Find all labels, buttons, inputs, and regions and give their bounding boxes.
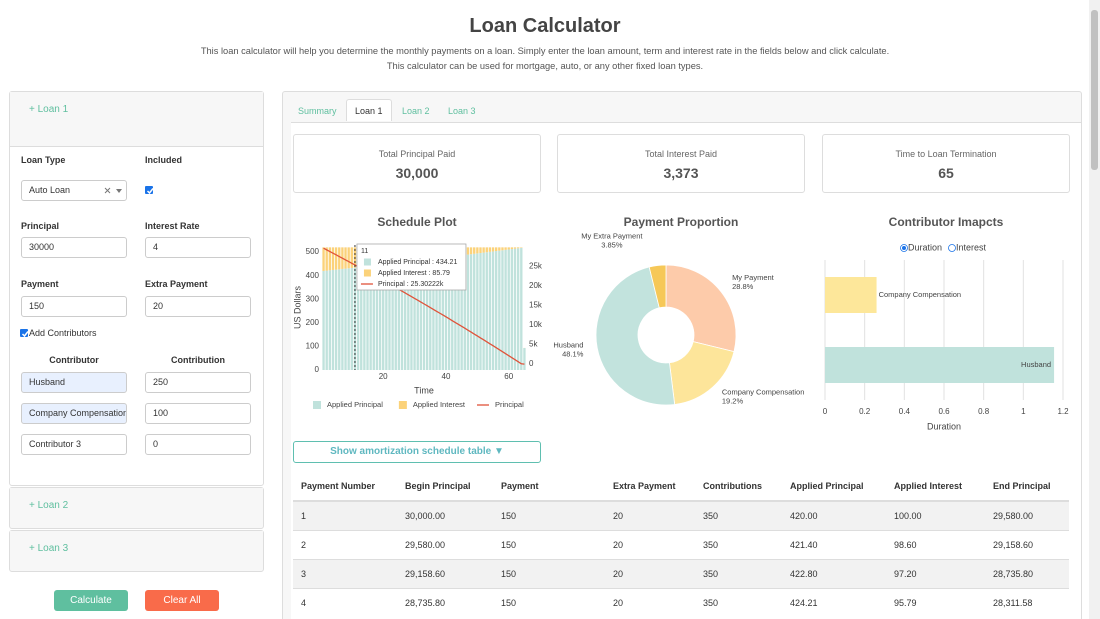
stat-value: 65 — [938, 165, 954, 181]
stat-label: Total Principal Paid — [378, 149, 456, 159]
table-cell: 100.00 — [886, 500, 985, 531]
table-cell: 30,000.00 — [397, 500, 493, 531]
table-row: 3 29,158.60 150 20 350 422.80 97.20 28,735.80 — [293, 559, 1069, 589]
table-cell: 29,580.00 — [397, 530, 493, 560]
tab[interactable]: Loan 2 — [402, 106, 430, 116]
label: Interest Rate — [145, 221, 200, 231]
input[interactable]: 30000 — [21, 237, 127, 258]
tab[interactable]: Loan 1 — [346, 99, 392, 121]
table-header: Payment — [493, 471, 605, 502]
stat-value: 30,000 — [395, 165, 439, 181]
stat-label: Total Interest Paid — [644, 149, 718, 159]
loan-panel[interactable]: + Loan 3 — [9, 530, 264, 572]
label: Loan Type — [21, 155, 66, 165]
table-cell: 97.20 — [886, 559, 985, 589]
checkbox[interactable] — [145, 186, 154, 195]
table-cell: 350 — [695, 530, 782, 560]
loan-panel-header[interactable]: + Loan 1 — [10, 92, 263, 147]
scrollbar-thumb[interactable] — [1091, 10, 1098, 170]
loan-panel[interactable]: + Loan 2 — [9, 487, 264, 529]
stat-card: Total Principal Paid 30,000 — [293, 134, 541, 193]
table-cell: 29,580.00 — [985, 500, 1069, 531]
table-row: 1 30,000.00 150 20 350 420.00 100.00 29,580.00 — [293, 500, 1069, 531]
table-cell: 2 — [293, 530, 397, 560]
table-cell: 29,158.60 — [397, 559, 493, 589]
table-row: 4 28,735.80 150 20 350 424.21 95.79 28,311.58 — [293, 588, 1069, 617]
table-cell: 150 — [493, 500, 605, 531]
table-cell: 150 — [493, 559, 605, 589]
table-cell: 98.60 — [886, 530, 985, 560]
description: This loan calculator will help you deter… — [200, 46, 890, 56]
table-header: Begin Principal — [397, 471, 493, 502]
table-cell: 422.80 — [782, 559, 886, 589]
stat-label: Time to Loan Termination — [895, 149, 997, 159]
table-cell: 20 — [605, 500, 695, 531]
input[interactable]: 0 — [145, 434, 251, 455]
calculate-button[interactable]: Calculate — [54, 590, 128, 611]
select-icons — [104, 187, 122, 194]
stat-card: Time to Loan Termination 65 — [822, 134, 1070, 193]
select-value: Auto Loan — [29, 185, 71, 195]
table-cell: 4 — [293, 588, 397, 617]
input[interactable]: Husband — [21, 372, 127, 393]
scrollbar[interactable] — [1089, 0, 1100, 619]
table-cell: 3 — [293, 559, 397, 589]
stat-value: 3,373 — [663, 165, 699, 181]
table-row: 2 29,580.00 150 20 350 421.40 98.60 29,158.60 — [293, 530, 1069, 560]
table-cell: 150 — [493, 530, 605, 560]
table-cell: 421.40 — [782, 530, 886, 560]
table-header: Payment Number — [293, 471, 397, 502]
label: Included — [145, 155, 183, 165]
checkbox-label: Add Contributors — [29, 328, 97, 338]
stat-card: Total Interest Paid 3,373 — [557, 134, 805, 193]
loan-panel-header[interactable]: + Loan 3 — [10, 531, 263, 554]
table-cell: 150 — [493, 588, 605, 617]
tab[interactable]: Loan 3 — [448, 106, 476, 116]
label: Payment — [21, 279, 59, 289]
table-header: Contributions — [695, 471, 782, 502]
input[interactable]: 150 — [21, 296, 127, 317]
label: Contribution — [171, 355, 225, 365]
amortization-table: Payment Number Begin Principal Payment Extr… — [293, 471, 1069, 617]
table-cell: 350 — [695, 588, 782, 617]
page-title: Loan Calculator — [469, 15, 621, 37]
label: Principal — [21, 221, 60, 231]
table-container: Payment Number Begin Principal Payment Extr… — [293, 471, 1069, 617]
checkbox[interactable] — [20, 329, 29, 338]
loan-panel-header[interactable]: + Loan 2 — [10, 488, 263, 511]
input[interactable]: 250 — [145, 372, 251, 393]
table-cell: 29,158.60 — [985, 530, 1069, 560]
table-cell: 28,311.58 — [985, 588, 1069, 617]
table-cell: 20 — [605, 588, 695, 617]
table-header: Extra Payment — [605, 471, 695, 502]
select[interactable]: Auto Loan — [21, 180, 127, 201]
table-cell: 20 — [605, 530, 695, 560]
input[interactable]: 100 — [145, 403, 251, 424]
table-cell: 28,735.80 — [397, 588, 493, 617]
show-table-button[interactable]: Show amortization schedule table ▼ — [293, 441, 541, 463]
table-cell: 95.79 — [886, 588, 985, 617]
table-cell: 420.00 — [782, 500, 886, 531]
label: Contributor — [49, 355, 99, 365]
table-header: Applied Interest — [886, 471, 985, 502]
table-cell: 424.21 — [782, 588, 886, 617]
table-cell: 350 — [695, 559, 782, 589]
table-cell: 20 — [605, 559, 695, 589]
tab[interactable]: Summary — [298, 106, 337, 116]
table-row: Payment Number Begin Principal Payment Extr… — [293, 471, 1069, 502]
input[interactable]: 4 — [145, 237, 251, 258]
input[interactable]: Company Compensation — [21, 403, 127, 424]
clear-button[interactable]: Clear All — [145, 590, 219, 611]
input[interactable]: Contributor 3 — [21, 434, 127, 455]
table-cell: 350 — [695, 500, 782, 531]
table-cell: 28,735.80 — [985, 559, 1069, 589]
description: This calculator can be used for mortgage… — [386, 61, 704, 71]
input[interactable]: 20 — [145, 296, 251, 317]
table-header: Applied Principal — [782, 471, 886, 502]
label: Extra Payment — [145, 279, 208, 289]
table-cell: 1 — [293, 500, 397, 531]
table-header: End Principal — [985, 471, 1069, 502]
